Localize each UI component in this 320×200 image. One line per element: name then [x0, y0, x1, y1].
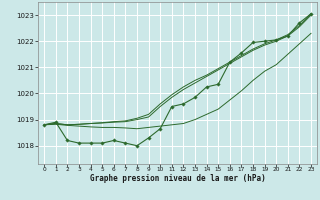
X-axis label: Graphe pression niveau de la mer (hPa): Graphe pression niveau de la mer (hPa): [90, 174, 266, 183]
